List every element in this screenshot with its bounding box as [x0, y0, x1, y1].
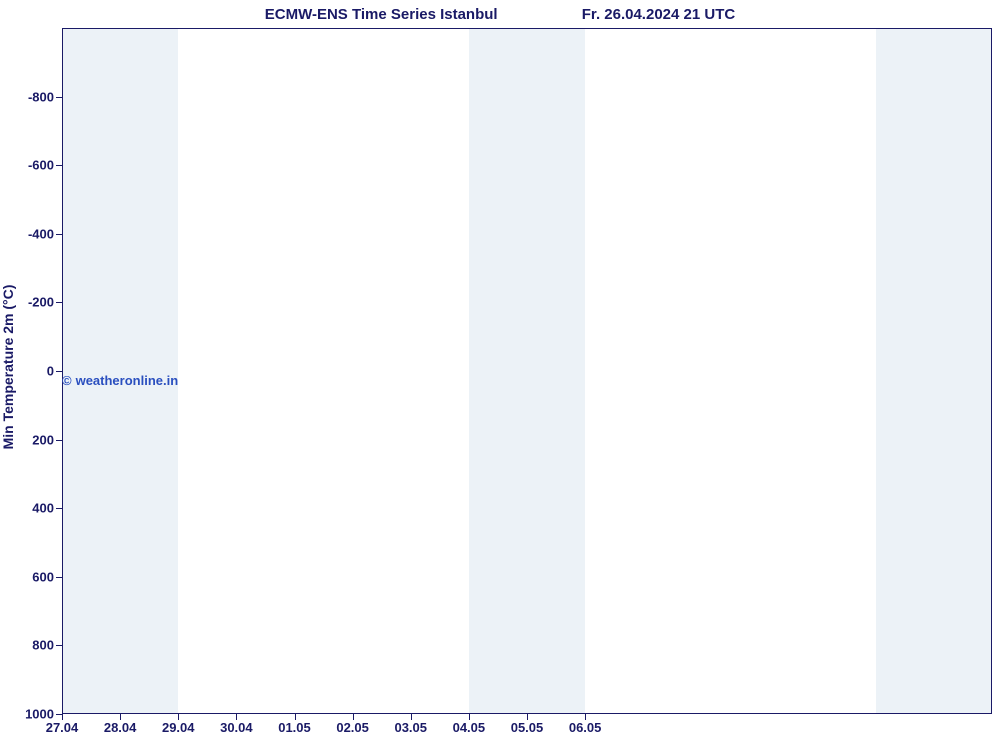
- x-tick-label: 01.05: [278, 720, 311, 733]
- y-tick: [56, 302, 62, 303]
- y-tick: [56, 440, 62, 441]
- chart-title-right: Fr. 26.04.2024 21 UTC: [582, 6, 735, 23]
- watermark-text: weatheronline.in: [76, 373, 179, 388]
- chart-header: ECMW-ENS Time Series Istanbul Fr. 26.04.…: [0, 6, 1000, 23]
- x-tick-label: 02.05: [336, 720, 369, 733]
- y-tick-label: 800: [32, 638, 54, 653]
- y-tick: [56, 645, 62, 646]
- weekend-band: [62, 28, 178, 714]
- x-tick-label: 27.04: [46, 720, 79, 733]
- y-tick: [56, 234, 62, 235]
- watermark: © weatheronline.in: [62, 373, 178, 388]
- x-tick-label: 28.04: [104, 720, 137, 733]
- y-axis-label: Min Temperature 2m (°C): [0, 284, 16, 449]
- y-tick-label: 600: [32, 569, 54, 584]
- y-tick: [56, 508, 62, 509]
- x-tick-label: 06.05: [569, 720, 602, 733]
- y-tick-label: 400: [32, 501, 54, 516]
- chart-title-left: ECMW-ENS Time Series Istanbul: [265, 6, 498, 23]
- y-tick-label: -400: [28, 226, 54, 241]
- y-tick-label: -800: [28, 89, 54, 104]
- y-tick: [56, 371, 62, 372]
- y-tick: [56, 577, 62, 578]
- x-tick-label: 29.04: [162, 720, 195, 733]
- y-tick: [56, 165, 62, 166]
- chart-container: { "chart": { "type": "line", "title_left…: [0, 0, 1000, 733]
- weekend-band: [469, 28, 585, 714]
- x-tick-label: 30.04: [220, 720, 253, 733]
- y-tick-label: -200: [28, 295, 54, 310]
- copyright-icon: ©: [62, 373, 72, 388]
- y-tick: [56, 97, 62, 98]
- y-tick-label: -600: [28, 158, 54, 173]
- y-tick-label: 200: [32, 432, 54, 447]
- y-tick-label: 0: [47, 364, 54, 379]
- x-tick-label: 04.05: [453, 720, 486, 733]
- x-tick-label: 05.05: [511, 720, 544, 733]
- weekend-band: [876, 28, 992, 714]
- x-tick-label: 03.05: [394, 720, 427, 733]
- plot-area: [62, 28, 992, 714]
